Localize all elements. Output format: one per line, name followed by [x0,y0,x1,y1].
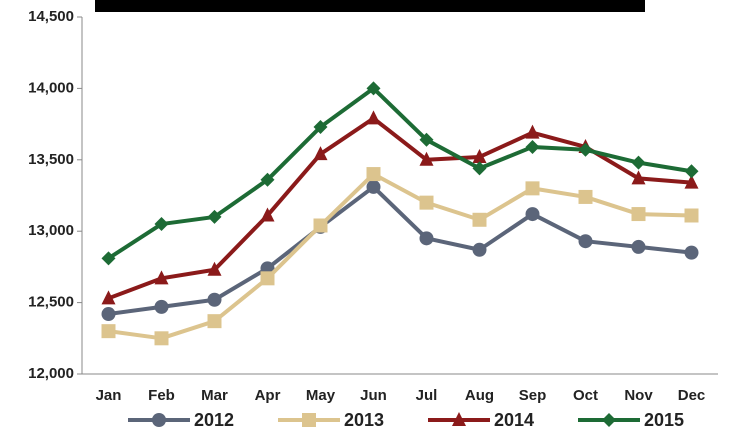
x-tick-label: Aug [465,387,494,404]
legend-label: 2014 [494,410,534,430]
y-tick-label: 14,000 [28,79,74,96]
x-tick-label: Nov [624,387,653,404]
y-tick-label: 12,000 [28,365,74,382]
point [419,151,434,166]
point [207,314,222,329]
y-tick-label: 12,500 [28,294,74,311]
point [419,195,434,210]
point [578,142,593,157]
y-tick-label: 14,500 [28,8,74,25]
point [366,81,381,96]
point [578,234,593,249]
point [472,161,487,176]
point [260,172,275,187]
point [260,207,275,222]
point [525,181,540,196]
legend-label: 2015 [644,410,684,430]
point [472,212,487,227]
point [631,239,646,254]
legend-marker [452,412,466,426]
point [101,307,116,322]
x-tick-label: Jun [360,387,387,404]
x-tick-label: May [306,387,336,404]
legend-label: 2012 [194,410,234,430]
y-tick-label: 13,500 [28,151,74,168]
legend-marker [602,413,616,427]
series-line [107,116,692,301]
point [684,245,699,260]
point [313,119,328,134]
title-bar [95,0,645,12]
x-tick-label: Apr [255,387,281,404]
y-tick-label: 13,000 [28,222,74,239]
x-tick-label: Feb [148,387,175,404]
point [525,124,540,139]
point [260,271,275,286]
x-tick-label: Mar [201,387,228,404]
point [207,261,222,276]
x-tick-label: Sep [519,387,547,404]
x-tick-label: Jan [96,387,122,404]
legend-label: 2013 [344,410,384,430]
point [366,179,381,194]
point [631,155,646,170]
point [684,208,699,223]
series-line [107,86,692,261]
point [525,139,540,154]
series-line [108,184,692,317]
point [313,218,328,233]
point [525,207,540,222]
point [631,170,646,185]
point [684,164,699,179]
point [366,110,381,125]
point [419,132,434,147]
x-tick-label: Oct [573,387,598,404]
point [154,331,169,346]
point [101,290,116,305]
legend-marker [152,413,166,427]
series-line [108,172,692,341]
point [419,231,434,246]
point [101,251,116,266]
point [366,167,381,182]
point [154,299,169,314]
point [684,174,699,189]
point [313,146,328,161]
point [154,217,169,232]
point [472,148,487,163]
point [472,242,487,257]
point [578,189,593,204]
legend-marker [302,413,316,427]
point [154,270,169,285]
x-tick-label: Jul [416,387,438,404]
point [101,324,116,339]
point [207,209,222,224]
point [631,207,646,222]
x-tick-label: Dec [678,387,706,404]
point [207,292,222,307]
